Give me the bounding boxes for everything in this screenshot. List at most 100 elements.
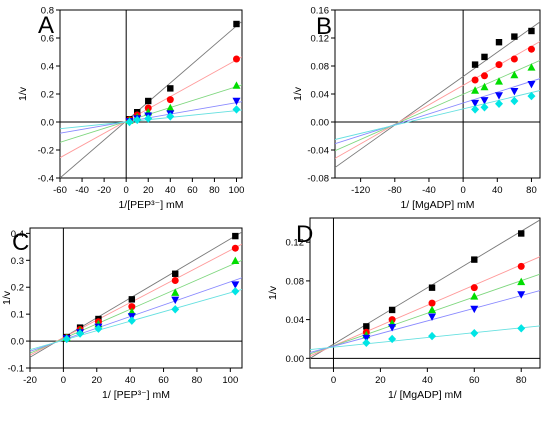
data-point-circle bbox=[495, 61, 503, 69]
x-tick-label: 80 bbox=[209, 185, 220, 196]
data-point-diamond bbox=[62, 334, 71, 344]
data-point-triangle-up bbox=[231, 256, 240, 265]
fit-line-5 bbox=[335, 90, 540, 140]
panel-c: -20 0 20 40 60 80 100 -0.1 0.0 0.1 0.2 0.3 0.4 1/ [PE… bbox=[1, 227, 243, 401]
data-point-triangle-up bbox=[470, 292, 479, 300]
panel-b: -120 -80 -40 0 40 80 -0.08 -0.04 0.00 0.04 0.08 0.1… bbox=[292, 6, 541, 211]
fit-lines bbox=[335, 21, 540, 168]
data-point-square bbox=[528, 27, 535, 35]
panel-letter: A bbox=[38, 12, 54, 39]
x-axis-label: 1/ [PEP³⁻] mM bbox=[102, 389, 170, 401]
x-tick-label: -120 bbox=[351, 185, 370, 196]
data-point-square bbox=[495, 39, 503, 46]
x-tick-label: 60 bbox=[187, 185, 198, 196]
y-tick-label: 0.6 bbox=[41, 34, 54, 45]
panel-letter: D bbox=[296, 221, 313, 248]
data-point-triangle-up bbox=[171, 288, 180, 296]
panel-d: 0 20 40 60 80 0.00 0.04 0.08 0.12 1/ [MgADP] mM 1/… bbox=[267, 217, 541, 401]
y-tick-label: 0.0 bbox=[41, 118, 54, 129]
y-tick-label: 0.16 bbox=[311, 6, 330, 17]
y-tick-label: 0.12 bbox=[286, 238, 305, 249]
plot-frame bbox=[334, 9, 541, 179]
data-point-diamond bbox=[388, 334, 397, 344]
y-tick-label: 0.3 bbox=[11, 256, 24, 267]
data-point-circle bbox=[527, 45, 535, 53]
y-tick-label: 0.0 bbox=[11, 337, 24, 348]
plot-frame bbox=[29, 227, 243, 369]
fit-line-3 bbox=[310, 273, 540, 355]
data-point-square bbox=[233, 20, 240, 28]
data-point-diamond bbox=[517, 324, 526, 333]
data-point-triangle-up bbox=[232, 81, 241, 89]
y-axis-label: 1/v bbox=[1, 290, 13, 305]
data-point-diamond bbox=[471, 105, 480, 114]
data-point-triangle-down bbox=[471, 99, 480, 108]
panel-letter: B bbox=[316, 13, 332, 40]
x-tick-label: 20 bbox=[91, 375, 102, 386]
data-point-diamond bbox=[127, 316, 136, 325]
y-tick-label: 0.2 bbox=[41, 90, 54, 101]
x-tick-label: 40 bbox=[422, 375, 433, 386]
y-tick-label: -0.1 bbox=[8, 364, 24, 375]
data-point-triangle-down bbox=[480, 97, 489, 105]
fit-line-2 bbox=[310, 256, 540, 357]
data-point-triangle-up bbox=[471, 86, 480, 94]
data-point-triangle-down bbox=[517, 291, 526, 299]
data-point-circle bbox=[171, 277, 179, 284]
x-tick-label: -20 bbox=[23, 375, 37, 386]
data-point-square bbox=[167, 85, 174, 92]
data-point-circle bbox=[517, 262, 525, 270]
data-point-square bbox=[145, 97, 152, 105]
x-tick-label: -80 bbox=[388, 185, 402, 196]
data-point-diamond bbox=[470, 328, 479, 338]
data-point-square bbox=[232, 232, 239, 240]
plot-frame bbox=[309, 217, 541, 369]
data-point-diamond bbox=[76, 329, 85, 338]
x-tick-label: 60 bbox=[158, 375, 169, 386]
x-tick-label: 20 bbox=[143, 185, 154, 196]
data-point-circle bbox=[470, 284, 478, 292]
data-point-square bbox=[518, 230, 525, 237]
y-tick-label: 0.04 bbox=[286, 315, 305, 326]
fit-line-1 bbox=[310, 219, 540, 359]
data-point-square bbox=[481, 53, 488, 61]
x-tick-label: -60 bbox=[53, 185, 67, 196]
x-tick-label: 40 bbox=[165, 185, 176, 196]
x-axis-label: 1/[PEP³⁻] mM bbox=[118, 199, 183, 211]
y-tick-label: 0.8 bbox=[41, 6, 54, 17]
data-point-diamond bbox=[231, 287, 240, 296]
fit-line-4 bbox=[335, 78, 540, 145]
y-tick-label: 0.2 bbox=[11, 283, 24, 294]
x-tick-label: 80 bbox=[516, 375, 527, 386]
data-point-diamond bbox=[171, 305, 180, 314]
data-point-square bbox=[363, 323, 370, 330]
data-point-circle bbox=[231, 244, 239, 252]
data-point-circle bbox=[128, 303, 136, 311]
data-point-diamond bbox=[144, 114, 153, 123]
data-point-circle bbox=[232, 55, 240, 63]
y-tick-label: -0.08 bbox=[307, 174, 329, 185]
data-point-triangle-down bbox=[495, 92, 503, 100]
data-point-square bbox=[471, 61, 479, 68]
y-tick-label: -0.04 bbox=[307, 146, 329, 157]
data-point-diamond bbox=[133, 115, 142, 125]
y-tick-label: 0.00 bbox=[311, 118, 330, 129]
y-tick-label: 0.12 bbox=[311, 34, 330, 45]
x-tick-label: 60 bbox=[469, 375, 480, 386]
data-point-square bbox=[511, 33, 518, 40]
data-point-triangle-up bbox=[480, 82, 489, 91]
fit-line-2 bbox=[30, 243, 242, 356]
y-axis-label: 1/v bbox=[17, 86, 29, 101]
x-tick-label: 20 bbox=[375, 375, 386, 386]
x-tick-label: -40 bbox=[422, 185, 436, 196]
data-point-diamond bbox=[125, 117, 134, 127]
data-point-diamond bbox=[428, 331, 437, 341]
fit-lines bbox=[310, 219, 540, 359]
x-tick-label: 0 bbox=[124, 185, 129, 196]
data-point-triangle-down bbox=[470, 305, 479, 314]
x-tick-label: -40 bbox=[75, 185, 89, 196]
y-tick-label: -0.4 bbox=[38, 174, 54, 185]
x-tick-label: 0 bbox=[331, 375, 336, 386]
x-axis-label: 1/ [MgADP] mM bbox=[400, 199, 474, 211]
y-tick-label: 0.00 bbox=[286, 354, 305, 365]
